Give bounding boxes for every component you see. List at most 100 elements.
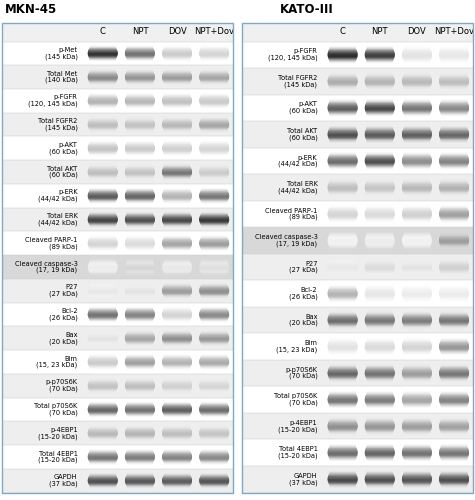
FancyBboxPatch shape <box>365 400 394 403</box>
FancyBboxPatch shape <box>164 272 190 274</box>
FancyBboxPatch shape <box>404 220 430 222</box>
FancyBboxPatch shape <box>200 286 228 290</box>
FancyBboxPatch shape <box>127 153 153 156</box>
FancyBboxPatch shape <box>88 75 118 78</box>
FancyBboxPatch shape <box>330 444 356 448</box>
FancyBboxPatch shape <box>328 136 357 139</box>
FancyBboxPatch shape <box>201 80 228 84</box>
FancyBboxPatch shape <box>163 317 191 320</box>
Bar <box>242 386 473 413</box>
FancyBboxPatch shape <box>200 190 228 194</box>
FancyBboxPatch shape <box>329 376 356 379</box>
FancyBboxPatch shape <box>440 164 468 167</box>
FancyBboxPatch shape <box>90 272 116 274</box>
FancyBboxPatch shape <box>403 394 431 397</box>
FancyBboxPatch shape <box>125 361 155 364</box>
Text: NPT+Dov: NPT+Dov <box>194 26 234 36</box>
FancyBboxPatch shape <box>404 418 430 421</box>
FancyBboxPatch shape <box>441 112 467 115</box>
Bar <box>242 174 473 201</box>
FancyBboxPatch shape <box>201 390 227 394</box>
FancyBboxPatch shape <box>201 450 228 454</box>
FancyBboxPatch shape <box>163 126 191 129</box>
FancyBboxPatch shape <box>329 49 356 52</box>
FancyBboxPatch shape <box>89 48 116 51</box>
FancyBboxPatch shape <box>200 54 228 58</box>
FancyBboxPatch shape <box>163 151 191 154</box>
FancyBboxPatch shape <box>330 73 356 76</box>
FancyBboxPatch shape <box>162 386 192 389</box>
FancyBboxPatch shape <box>439 132 469 136</box>
FancyBboxPatch shape <box>330 418 356 421</box>
FancyBboxPatch shape <box>200 148 229 152</box>
FancyBboxPatch shape <box>367 484 393 488</box>
FancyBboxPatch shape <box>163 166 191 170</box>
FancyBboxPatch shape <box>439 370 469 373</box>
FancyBboxPatch shape <box>328 395 357 398</box>
FancyBboxPatch shape <box>126 214 153 217</box>
FancyBboxPatch shape <box>404 377 430 380</box>
FancyBboxPatch shape <box>201 152 228 155</box>
FancyBboxPatch shape <box>126 366 153 368</box>
FancyBboxPatch shape <box>199 478 229 482</box>
FancyBboxPatch shape <box>88 265 118 268</box>
FancyBboxPatch shape <box>89 247 116 250</box>
FancyBboxPatch shape <box>201 378 227 381</box>
FancyBboxPatch shape <box>200 356 228 360</box>
FancyBboxPatch shape <box>201 438 227 441</box>
FancyBboxPatch shape <box>366 340 393 342</box>
FancyBboxPatch shape <box>201 224 227 227</box>
FancyBboxPatch shape <box>88 358 117 360</box>
FancyBboxPatch shape <box>328 318 358 321</box>
Bar <box>242 68 473 94</box>
FancyBboxPatch shape <box>330 338 356 341</box>
FancyBboxPatch shape <box>404 127 430 130</box>
Bar <box>2 374 233 398</box>
FancyBboxPatch shape <box>162 432 192 435</box>
FancyBboxPatch shape <box>441 86 467 90</box>
FancyBboxPatch shape <box>164 70 190 72</box>
FancyBboxPatch shape <box>366 316 394 318</box>
FancyBboxPatch shape <box>163 174 191 178</box>
FancyBboxPatch shape <box>162 171 192 174</box>
FancyBboxPatch shape <box>440 289 468 292</box>
FancyBboxPatch shape <box>200 54 229 56</box>
FancyBboxPatch shape <box>366 268 394 272</box>
FancyBboxPatch shape <box>89 309 116 312</box>
FancyBboxPatch shape <box>439 184 469 187</box>
FancyBboxPatch shape <box>125 386 154 389</box>
FancyBboxPatch shape <box>89 284 116 287</box>
FancyBboxPatch shape <box>163 364 191 366</box>
FancyBboxPatch shape <box>365 480 394 482</box>
FancyBboxPatch shape <box>201 47 228 50</box>
FancyBboxPatch shape <box>127 343 153 346</box>
FancyBboxPatch shape <box>90 177 116 180</box>
FancyBboxPatch shape <box>164 426 190 430</box>
FancyBboxPatch shape <box>328 295 357 298</box>
FancyBboxPatch shape <box>367 152 393 156</box>
FancyBboxPatch shape <box>162 220 192 222</box>
FancyBboxPatch shape <box>441 244 467 248</box>
FancyBboxPatch shape <box>126 474 153 477</box>
FancyBboxPatch shape <box>402 320 432 324</box>
FancyBboxPatch shape <box>90 366 116 370</box>
FancyBboxPatch shape <box>328 294 357 297</box>
FancyBboxPatch shape <box>126 270 153 274</box>
FancyBboxPatch shape <box>162 457 192 460</box>
FancyBboxPatch shape <box>200 125 229 128</box>
FancyBboxPatch shape <box>164 164 190 168</box>
FancyBboxPatch shape <box>441 192 467 194</box>
FancyBboxPatch shape <box>365 161 394 164</box>
FancyBboxPatch shape <box>366 456 393 458</box>
FancyBboxPatch shape <box>440 182 468 186</box>
FancyBboxPatch shape <box>402 108 432 111</box>
FancyBboxPatch shape <box>126 436 153 438</box>
FancyBboxPatch shape <box>328 398 358 400</box>
FancyBboxPatch shape <box>125 216 154 220</box>
FancyBboxPatch shape <box>200 214 228 217</box>
FancyBboxPatch shape <box>199 52 229 56</box>
FancyBboxPatch shape <box>439 213 469 216</box>
FancyBboxPatch shape <box>329 340 356 344</box>
FancyBboxPatch shape <box>441 60 467 63</box>
FancyBboxPatch shape <box>163 356 191 360</box>
